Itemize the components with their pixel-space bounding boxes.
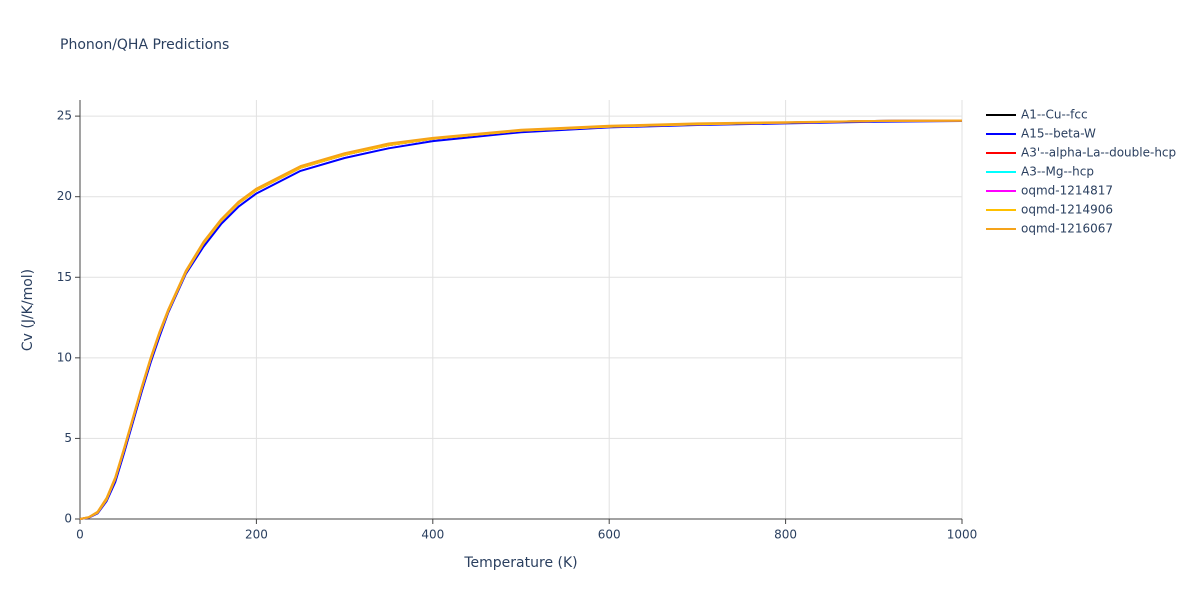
legend-label[interactable]: A1--Cu--fcc	[1021, 108, 1088, 122]
chart-title: Phonon/QHA Predictions	[60, 37, 229, 53]
series-line	[79, 119, 963, 520]
series-line	[79, 119, 963, 520]
y-tick-label: 20	[57, 189, 72, 203]
x-tick-label: 0	[76, 528, 84, 542]
y-tick-label: 25	[57, 109, 72, 123]
series-line	[79, 119, 963, 520]
x-tick-label: 600	[598, 528, 621, 542]
x-tick-label: 1000	[947, 528, 978, 542]
legend-label[interactable]: oqmd-1216067	[1021, 222, 1113, 236]
x-axis-title: Temperature (K)	[463, 555, 577, 571]
y-axis-title: Cv (J/K/mol)	[20, 269, 36, 351]
legend-label[interactable]: A15--beta-W	[1021, 127, 1096, 141]
series-line	[79, 119, 963, 520]
series-line	[79, 119, 963, 520]
series-line	[79, 120, 963, 520]
x-tick-label: 200	[245, 528, 268, 542]
legend-label[interactable]: A3'--alpha-La--double-hcp	[1021, 146, 1176, 160]
x-tick-label: 800	[774, 528, 797, 542]
series-line	[79, 119, 963, 520]
y-tick-label: 15	[57, 270, 72, 284]
legend-label[interactable]: A3--Mg--hcp	[1021, 165, 1094, 179]
y-tick-label: 0	[64, 512, 72, 526]
y-tick-label: 5	[64, 431, 72, 445]
legend-label[interactable]: oqmd-1214817	[1021, 184, 1113, 198]
y-tick-label: 10	[57, 350, 72, 364]
legend-label[interactable]: oqmd-1214906	[1021, 203, 1113, 217]
x-tick-label: 400	[421, 528, 444, 542]
